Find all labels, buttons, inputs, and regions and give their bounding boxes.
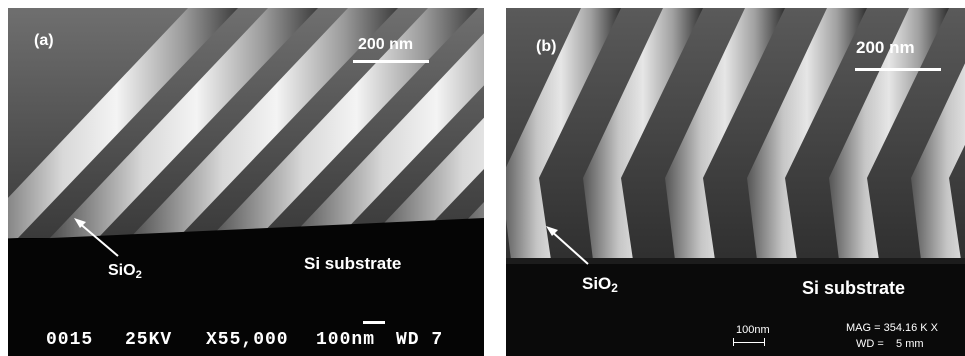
mag-readout: MAG = 354.16 K X bbox=[846, 322, 939, 334]
grating-ridge bbox=[911, 63, 965, 260]
oxide-label-a: SiO2 bbox=[108, 262, 142, 281]
small-scalebar bbox=[733, 342, 765, 343]
grating-ridge bbox=[829, 8, 949, 260]
databar-scalebar bbox=[363, 321, 385, 324]
grating-ridge bbox=[208, 8, 478, 240]
grating-image-a bbox=[8, 8, 484, 356]
oxide-label-b: SiO2 bbox=[582, 274, 618, 295]
sem-image-a: (a) 200 nm SiO2 Si substrate 0015 25KV X… bbox=[8, 8, 484, 356]
panel-label-a: (a) bbox=[34, 32, 54, 49]
scalebar-label-b: 200 nm bbox=[856, 38, 915, 57]
grating-ridge bbox=[128, 8, 398, 240]
sem-image-b: (b) 200 nm SiO2 Si substrate 100nm MAG =… bbox=[506, 8, 965, 356]
scalebar-label-a: 200 nm bbox=[358, 36, 414, 53]
wd-readout: WD = 5 mm bbox=[856, 338, 924, 350]
databar-scale: 100nm bbox=[316, 330, 376, 350]
substrate-label-a: Si substrate bbox=[304, 254, 402, 273]
grating-ridge bbox=[288, 33, 484, 240]
small-scale-label: 100nm bbox=[736, 324, 770, 336]
grating-ridge bbox=[665, 8, 785, 260]
grating-ridge bbox=[747, 8, 867, 260]
grating-image-b bbox=[506, 8, 965, 356]
panel-label-b: (b) bbox=[536, 38, 557, 55]
small-scalebar-tick-left bbox=[733, 338, 734, 346]
databar-id: 0015 bbox=[46, 330, 94, 350]
small-scalebar-tick-right bbox=[764, 338, 765, 346]
databar-wd: WD 7 bbox=[396, 330, 444, 350]
grating-ridge bbox=[48, 8, 318, 240]
grating-ridge bbox=[368, 117, 484, 240]
grating-ridge bbox=[506, 8, 621, 260]
substrate-label-b: Si substrate bbox=[802, 278, 906, 298]
databar-magnification: X55,000 bbox=[206, 330, 289, 350]
scalebar-a bbox=[353, 60, 429, 63]
grating-ridge bbox=[583, 8, 703, 260]
scalebar-b bbox=[855, 68, 941, 71]
databar-voltage: 25KV bbox=[125, 330, 173, 350]
grating-ridge bbox=[8, 8, 238, 239]
